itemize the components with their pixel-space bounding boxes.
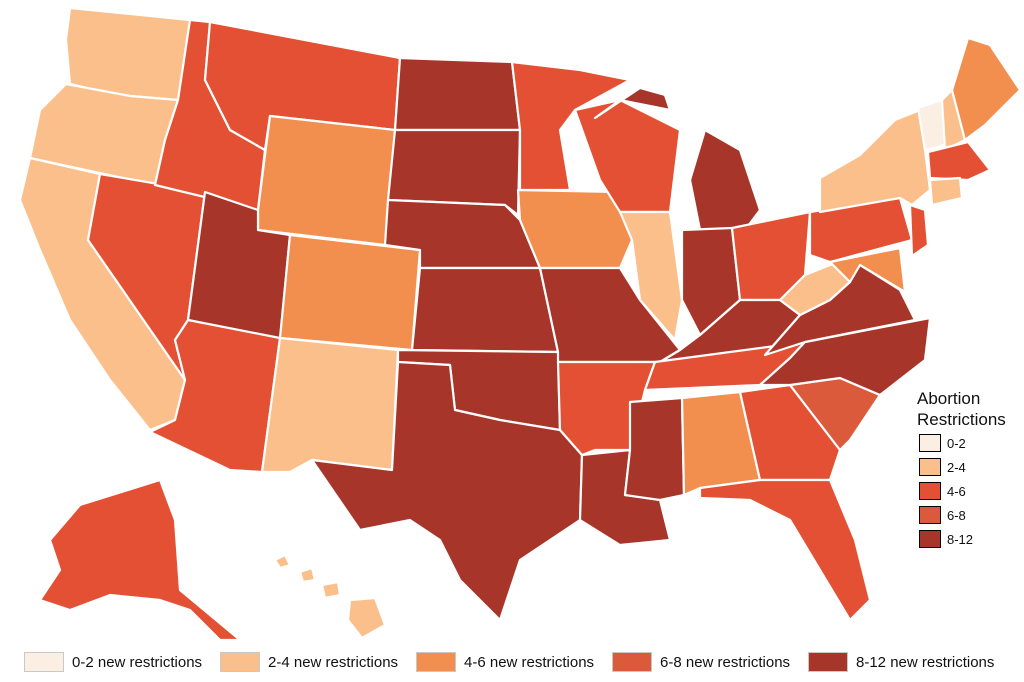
state-florida[interactable]: [698, 478, 872, 622]
state-north-carolina[interactable]: [758, 316, 932, 397]
bottom-legend-item: 4-6 new restrictions: [416, 651, 594, 673]
legend-swatch: [919, 458, 941, 476]
legend-label: 2-4 new restrictions: [268, 653, 399, 671]
state-massachusetts[interactable]: [926, 140, 992, 182]
bottom-legend-item: 0-2 new restrictions: [24, 651, 202, 673]
legend-label: 0-2 new restrictions: [72, 653, 203, 671]
legend-swatch: [416, 652, 456, 672]
side-legend-item: 8-12: [917, 528, 1021, 550]
state-georgia[interactable]: [738, 383, 842, 482]
state-illinois[interactable]: [618, 210, 684, 342]
legend-swatch: [808, 652, 848, 672]
side-legend-item: 2-4: [917, 456, 1021, 478]
state-connecticut[interactable]: [928, 176, 964, 207]
state-colorado[interactable]: [278, 233, 422, 352]
state-new-jersey[interactable]: [908, 203, 930, 258]
legend-label: 8-12: [947, 531, 974, 547]
state-hawaii[interactable]: [273, 553, 387, 640]
legend-label: 2-4: [947, 459, 966, 475]
side-legend: Abortion Restrictions 0-2 2-4 4-6 6-8 8-…: [917, 388, 1021, 550]
bottom-legend-item: 6-8 new restrictions: [612, 651, 790, 673]
legend-label: 8-12 new restrictions: [856, 653, 995, 671]
state-wyoming[interactable]: [256, 114, 397, 247]
legend-swatch: [919, 434, 941, 452]
side-legend-title-line1: Abortion: [917, 389, 981, 408]
side-legend-item: 4-6: [917, 480, 1021, 502]
side-legend-title-line2: Restrictions: [917, 410, 1006, 429]
state-maryland[interactable]: [828, 246, 907, 294]
legend-swatch: [919, 482, 941, 500]
state-new-york[interactable]: [818, 108, 932, 214]
side-legend-item: 0-2: [917, 432, 1021, 454]
state-maine[interactable]: [950, 36, 1022, 142]
side-legend-item: 6-8: [917, 504, 1021, 526]
state-north-dakota[interactable]: [393, 56, 522, 132]
bottom-legend-item: 2-4 new restrictions: [220, 651, 398, 673]
legend-label: 6-8 new restrictions: [660, 653, 791, 671]
legend-swatch: [919, 506, 941, 524]
state-washington[interactable]: [64, 6, 192, 102]
state-minnesota[interactable]: [510, 60, 632, 192]
state-mississippi[interactable]: [623, 396, 686, 502]
legend-swatch: [919, 530, 941, 548]
state-kansas[interactable]: [410, 266, 560, 354]
state-new-mexico[interactable]: [260, 336, 400, 474]
state-alaska[interactable]: [38, 478, 242, 642]
legend-label: 0-2: [947, 435, 966, 451]
legend-swatch: [612, 652, 652, 672]
legend-label: 4-6 new restrictions: [464, 653, 595, 671]
legend-label: 6-8: [947, 507, 966, 523]
state-texas[interactable]: [310, 360, 584, 622]
legend-swatch: [24, 652, 64, 672]
legend-swatch: [220, 652, 260, 672]
bottom-legend: 0-2 new restrictions 2-4 new restriction…: [24, 651, 1024, 673]
bottom-legend-item: 8-12 new restrictions: [808, 651, 994, 673]
legend-label: 4-6: [947, 483, 966, 499]
